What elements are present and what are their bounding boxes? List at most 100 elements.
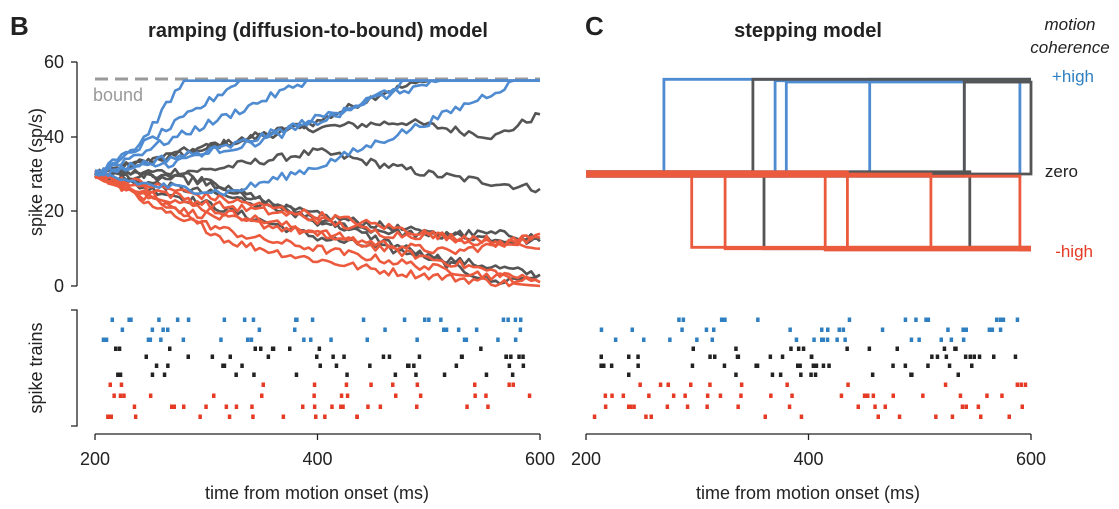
panel-b: B ramping (diffusion-to-bound) model spi… [10, 11, 555, 503]
spike-tick [739, 382, 744, 387]
spike-tick [960, 404, 965, 409]
spike-tick [914, 317, 918, 322]
spike-tick [756, 317, 760, 322]
spike-tick [689, 382, 693, 387]
spike-tick [942, 346, 947, 351]
panel-b-x-tick-label-400: 400 [302, 449, 332, 469]
spike-tick [120, 327, 125, 332]
spike-tick [260, 393, 264, 398]
spike-tick [790, 393, 794, 398]
spike-tick [309, 337, 313, 342]
spike-tick [683, 393, 687, 398]
spike-tick [903, 317, 908, 322]
spike-tick [473, 382, 477, 387]
spike-tick [513, 317, 518, 322]
spike-tick [835, 337, 839, 342]
spike-tick [501, 317, 506, 322]
spike-tick [464, 337, 469, 342]
spike-tick [518, 327, 523, 332]
panel-b-y-ticks: 0 20 40 60 [44, 52, 77, 296]
spike-tick [521, 363, 526, 368]
ramp-series-pos-high-5 [94, 79, 540, 177]
spike-tick [958, 393, 963, 398]
spike-tick [219, 337, 223, 342]
spike-tick [118, 372, 123, 377]
ramp-series-zero-8 [94, 147, 541, 194]
spike-tick [465, 404, 469, 409]
panel-b-raster-label: spike trains [26, 322, 46, 413]
spike-tick [402, 317, 407, 322]
spike-tick [407, 363, 411, 368]
spike-tick [695, 337, 699, 342]
spike-tick [473, 393, 477, 398]
spike-tick [387, 354, 392, 359]
spike-tick [334, 363, 339, 368]
spike-tick [511, 382, 515, 387]
spike-tick [1019, 382, 1023, 387]
spike-tick [427, 317, 431, 322]
spike-tick [186, 317, 191, 322]
spike-tick [295, 317, 299, 322]
spike-tick [658, 382, 663, 387]
spike-tick [198, 414, 202, 419]
spike-tick [876, 414, 880, 419]
spike-tick [935, 354, 940, 359]
spike-tick [736, 404, 740, 409]
panel-c-x-tick-label-400: 400 [793, 449, 823, 469]
spike-tick [383, 327, 387, 332]
spike-tick [939, 337, 943, 342]
spike-tick [963, 354, 968, 359]
spike-tick [507, 363, 512, 368]
spike-tick [628, 404, 633, 409]
spike-tick [150, 372, 155, 377]
spike-tick [856, 404, 860, 409]
spike-tick [484, 393, 488, 398]
spike-tick [809, 372, 813, 377]
spike-tick [891, 363, 895, 368]
raster-b [101, 317, 532, 419]
spike-tick [1015, 382, 1020, 387]
spike-tick [261, 382, 265, 387]
ramp-series-neg-high-15 [94, 169, 541, 284]
spike-tick [391, 382, 395, 387]
spike-tick [378, 404, 383, 409]
step-trace-neg-high-0 [586, 170, 1031, 249]
spike-tick [796, 363, 800, 368]
spike-tick [415, 404, 419, 409]
spike-tick [949, 337, 954, 342]
spike-tick [734, 372, 738, 377]
spike-tick [161, 327, 165, 332]
spike-tick [705, 393, 710, 398]
spike-tick [521, 354, 525, 359]
spike-tick [972, 354, 976, 359]
spike-tick [368, 363, 372, 368]
spike-tick [705, 404, 709, 409]
spike-tick [301, 404, 305, 409]
step-trace-neg-high-5 [586, 174, 1031, 252]
step-trace-neg-high-2 [586, 174, 1031, 252]
spike-tick [150, 327, 155, 332]
spike-tick [317, 346, 322, 351]
spike-tick [903, 363, 908, 368]
ramp-series-neg-high-14 [94, 171, 541, 256]
spike-tick [257, 327, 262, 332]
step-trace-neg-high-4 [586, 172, 1031, 251]
spike-tick [228, 354, 232, 359]
spike-tick [104, 337, 109, 342]
spike-tick [788, 327, 792, 332]
spike-tick [106, 414, 110, 419]
spike-tick [240, 363, 244, 368]
spike-tick [222, 317, 227, 322]
spike-tick [798, 363, 802, 368]
spike-tick [632, 404, 636, 409]
panel-b-title: ramping (diffusion-to-bound) model [148, 20, 488, 42]
spike-tick [519, 317, 523, 322]
spike-tick [146, 337, 151, 342]
spike-tick [871, 393, 876, 398]
legend-pos-high: +high [1052, 67, 1094, 86]
spike-tick [820, 327, 824, 332]
panel-c-xlabel: time from motion onset (ms) [696, 483, 920, 503]
spike-tick [168, 346, 172, 351]
spike-tick [846, 382, 850, 387]
